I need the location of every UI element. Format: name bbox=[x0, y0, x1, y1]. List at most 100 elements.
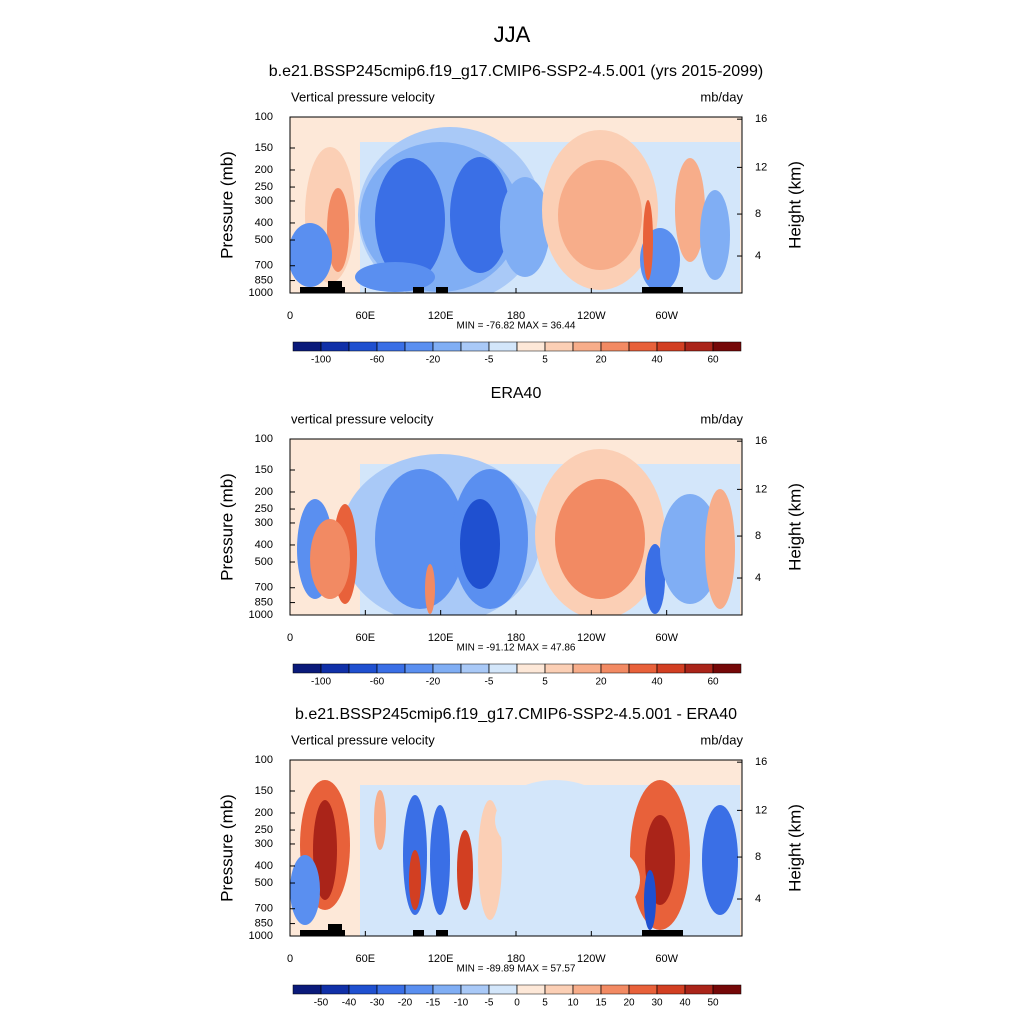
colorbar-box bbox=[292, 341, 322, 352]
colorbar-box bbox=[320, 341, 350, 352]
y-tick-label: 300 bbox=[255, 195, 273, 207]
x-tick-label: 0 bbox=[287, 953, 293, 965]
contour-region bbox=[500, 177, 550, 277]
y-axis-title: Pressure (mb) bbox=[217, 473, 236, 581]
contour-region bbox=[355, 262, 435, 292]
contour-region bbox=[560, 845, 640, 915]
colorbar-box bbox=[712, 341, 742, 352]
x-tick-label: 0 bbox=[287, 632, 293, 644]
y-tick-label: 150 bbox=[255, 785, 273, 797]
colorbar-box bbox=[460, 341, 490, 352]
colorbar-box bbox=[432, 663, 462, 674]
panel-title: b.e21.BSSP245cmip6.f19_g17.CMIP6-SSP2-4.… bbox=[269, 63, 764, 80]
colorbar-box bbox=[572, 984, 602, 995]
figure-title: JJA bbox=[494, 22, 531, 47]
y2-tick-label: 12 bbox=[755, 161, 767, 173]
contour-region bbox=[558, 160, 642, 270]
y2-tick-label: 12 bbox=[755, 804, 767, 816]
panel-title: b.e21.BSSP245cmip6.f19_g17.CMIP6-SSP2-4.… bbox=[295, 706, 737, 723]
land-mask bbox=[328, 924, 342, 936]
y-tick-label: 100 bbox=[255, 754, 273, 766]
colorbar-label: -5 bbox=[485, 355, 494, 366]
y-tick-label: 200 bbox=[255, 486, 273, 498]
colorbar-label: 40 bbox=[651, 677, 663, 688]
colorbar-box bbox=[376, 341, 406, 352]
panel-title: ERA40 bbox=[491, 385, 542, 402]
colorbar-label: 60 bbox=[707, 677, 719, 688]
stats: MIN = -89.89 MAX = 57.57 bbox=[457, 964, 576, 975]
contour-region bbox=[450, 157, 510, 273]
y-tick-label: 200 bbox=[255, 164, 273, 176]
colorbar-box bbox=[460, 663, 490, 674]
contour-region bbox=[660, 494, 720, 604]
colorbar-box bbox=[572, 341, 602, 352]
colorbar-box bbox=[684, 663, 714, 674]
colorbar-box bbox=[348, 341, 378, 352]
colorbar-label: 0 bbox=[514, 998, 520, 1009]
contour-region bbox=[374, 790, 386, 850]
colorbar-box bbox=[404, 663, 434, 674]
contour-region bbox=[702, 805, 738, 915]
y2-axis-title: Height (km) bbox=[785, 483, 804, 571]
colorbar-label: 20 bbox=[595, 677, 607, 688]
y-tick-label: 250 bbox=[255, 181, 273, 193]
colorbar-box bbox=[656, 984, 686, 995]
x-tick-label: 180 bbox=[507, 632, 525, 644]
contour-region bbox=[495, 780, 615, 860]
right-label: mb/day bbox=[700, 411, 743, 426]
land-mask bbox=[413, 287, 424, 293]
colorbar-box bbox=[628, 663, 658, 674]
contour-region bbox=[555, 479, 645, 599]
left-label: Vertical pressure velocity bbox=[291, 732, 435, 747]
y-tick-label: 400 bbox=[255, 539, 273, 551]
x-tick-label: 120E bbox=[428, 632, 454, 644]
y2-axis-title: Height (km) bbox=[785, 804, 804, 892]
contour-region bbox=[460, 499, 500, 589]
colorbar-box bbox=[348, 663, 378, 674]
colorbar-box bbox=[488, 984, 518, 995]
x-tick-label: 120W bbox=[577, 310, 606, 322]
y2-tick-label: 4 bbox=[755, 572, 761, 584]
colorbar-box bbox=[656, 341, 686, 352]
land-mask bbox=[300, 930, 345, 936]
y-tick-label: 700 bbox=[255, 582, 273, 594]
x-tick-label: 60W bbox=[655, 310, 678, 322]
contour-region bbox=[457, 830, 473, 910]
land-mask bbox=[642, 287, 683, 293]
y2-tick-label: 12 bbox=[755, 483, 767, 495]
x-tick-label: 120W bbox=[577, 632, 606, 644]
contour-region bbox=[290, 855, 320, 925]
land-mask bbox=[436, 287, 448, 293]
y-tick-label: 850 bbox=[255, 917, 273, 929]
contour-region bbox=[478, 800, 502, 920]
colorbar-box bbox=[516, 663, 546, 674]
colorbar-box bbox=[460, 984, 490, 995]
y-tick-label: 1000 bbox=[249, 930, 273, 942]
y-tick-label: 300 bbox=[255, 517, 273, 529]
y-tick-label: 200 bbox=[255, 807, 273, 819]
colorbar-label: 50 bbox=[707, 998, 719, 1009]
y2-tick-label: 8 bbox=[755, 851, 761, 863]
colorbar-label: -60 bbox=[370, 355, 385, 366]
colorbar-box bbox=[292, 663, 322, 674]
right-label: mb/day bbox=[700, 89, 743, 104]
colorbar-box bbox=[376, 663, 406, 674]
colorbar-label: -5 bbox=[485, 677, 494, 688]
y-tick-label: 400 bbox=[255, 217, 273, 229]
colorbar-box bbox=[516, 341, 546, 352]
land-mask bbox=[436, 930, 448, 936]
colorbar-label: -20 bbox=[426, 355, 441, 366]
x-tick-label: 60W bbox=[655, 953, 678, 965]
y-tick-label: 1000 bbox=[249, 287, 273, 299]
colorbar-box bbox=[572, 663, 602, 674]
colorbar-box bbox=[628, 341, 658, 352]
colorbar-box bbox=[404, 984, 434, 995]
right-label: mb/day bbox=[700, 732, 743, 747]
land-mask bbox=[328, 281, 342, 293]
y-axis-title: Pressure (mb) bbox=[217, 151, 236, 259]
y-tick-label: 300 bbox=[255, 838, 273, 850]
y-axis-title: Pressure (mb) bbox=[217, 794, 236, 902]
y2-tick-label: 16 bbox=[755, 435, 767, 447]
colorbar-box bbox=[292, 984, 322, 995]
colorbar-label: -30 bbox=[370, 998, 385, 1009]
